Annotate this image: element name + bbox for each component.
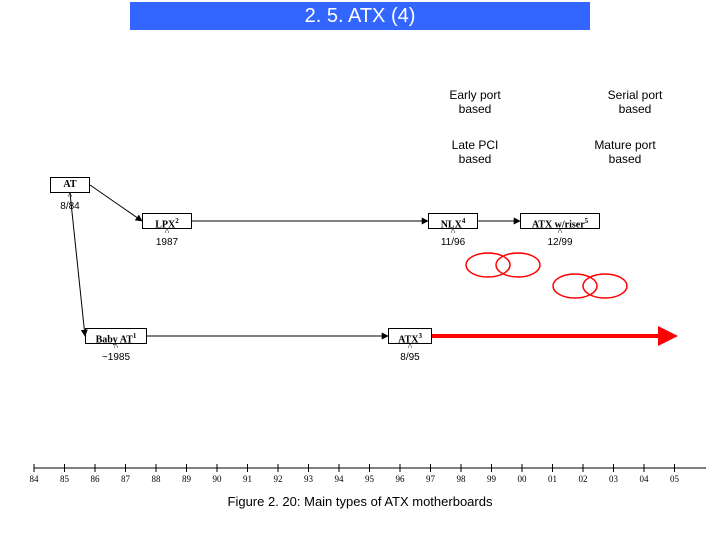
tick-94: 94 [330,474,348,484]
tick-98: 98 [452,474,470,484]
tick-84: 84 [25,474,43,484]
tick-87: 87 [117,474,135,484]
label-early: Early portbased [430,88,520,116]
tick-05: 05 [666,474,684,484]
tick-91: 91 [239,474,257,484]
date-riser: 12/99 [510,237,610,248]
tick-89: 89 [178,474,196,484]
date-lpx: 1987 [132,237,202,248]
tick-99: 99 [483,474,501,484]
tick-02: 02 [574,474,592,484]
tick-97: 97 [422,474,440,484]
tick-85: 85 [56,474,74,484]
ellipse-3 [583,274,627,298]
diagram-svg [0,0,720,540]
label-mature: Mature portbased [570,138,680,166]
tick-03: 03 [605,474,623,484]
tick-01: 01 [544,474,562,484]
date-nlx: 11/96 [418,237,488,248]
ellipse-0 [466,253,510,277]
tick-04: 04 [635,474,653,484]
tick-95: 95 [361,474,379,484]
label-latepci: Late PCIbased [430,138,520,166]
connector-1 [70,193,85,336]
figure-caption: Figure 2. 20: Main types of ATX motherbo… [0,494,720,509]
ellipse-1 [496,253,540,277]
title-bar: 2. 5. ATX (4) [130,2,590,30]
tick-90: 90 [208,474,226,484]
tick-86: 86 [86,474,104,484]
date-atx: 8/95 [378,352,442,363]
date-baby: ~1985 [75,352,157,363]
label-serial: Serial portbased [590,88,680,116]
date-at: 8/84 [40,201,100,212]
tick-88: 88 [147,474,165,484]
tick-93: 93 [300,474,318,484]
tick-96: 96 [391,474,409,484]
ellipse-2 [553,274,597,298]
tick-00: 00 [513,474,531,484]
tick-92: 92 [269,474,287,484]
